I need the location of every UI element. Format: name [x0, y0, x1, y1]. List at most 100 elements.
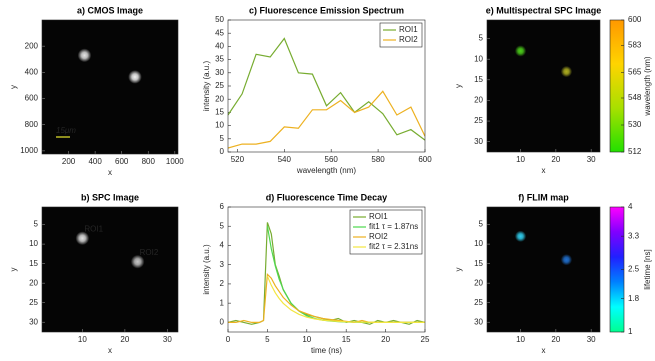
y-axis-label: intensity (a.u.)	[202, 61, 211, 112]
x-tick-label: 30	[587, 155, 596, 164]
y-tick-label: 30	[474, 317, 483, 326]
chart-title: d) Fluorescence Time Decay	[266, 192, 387, 202]
y-tick-label: 30	[215, 68, 224, 77]
y-tick-label: 30	[29, 317, 38, 326]
spot	[128, 70, 142, 84]
y-tick-label: 20	[29, 278, 38, 287]
y-axis-label: y	[454, 84, 463, 88]
colorbar-tick-label: 1	[628, 327, 633, 336]
y-tick-label: 20	[474, 278, 483, 287]
colorbar-tick-label: 3.3	[628, 231, 640, 240]
colorbar	[610, 20, 624, 152]
y-tick-label: 5	[220, 134, 225, 143]
x-tick-label: 30	[163, 335, 172, 344]
x-tick-label: 400	[88, 157, 102, 166]
y-tick-label: 15	[474, 259, 483, 268]
y-tick-label: 400	[25, 67, 39, 76]
x-axis-label: time (ns)	[311, 346, 342, 355]
x-tick-label: 800	[142, 157, 156, 166]
x-tick-label: 520	[231, 155, 245, 164]
x-axis-label: x	[542, 166, 546, 175]
y-tick-label: 0	[220, 147, 225, 156]
colorbar-tick-label: 4	[628, 202, 633, 211]
spot	[131, 255, 145, 269]
y-tick-label: 200	[25, 41, 39, 50]
x-axis-label: x	[542, 346, 546, 355]
x-tick-label: 0	[226, 335, 231, 344]
chart-title: f) FLIM map	[518, 192, 569, 202]
x-tick-label: 20	[120, 335, 129, 344]
y-axis-label: intensity (a.u.)	[202, 244, 211, 295]
y-tick-label: 600	[25, 94, 39, 103]
legend-label: ROI1	[399, 25, 418, 34]
y-tick-label: 1000	[20, 146, 38, 155]
spot	[561, 66, 572, 77]
y-tick-label: 2	[220, 279, 225, 288]
y-tick-label: 4	[220, 241, 225, 250]
chart-title: a) CMOS Image	[77, 5, 143, 15]
y-tick-label: 10	[474, 239, 483, 248]
scale-bar-label: 15μm	[56, 126, 76, 135]
y-tick-label: 25	[215, 81, 224, 90]
x-tick-label: 25	[421, 335, 430, 344]
spot-label: ROI1	[84, 224, 103, 233]
x-tick-label: 20	[551, 155, 560, 164]
legend-label: ROI1	[369, 212, 388, 221]
colorbar-label: wavelength (nm)	[643, 56, 652, 116]
y-tick-label: 5	[220, 221, 225, 230]
figure: a) CMOS Image200400600800100020040060080…	[0, 0, 655, 361]
x-axis-label: wavelength (nm)	[296, 166, 356, 175]
x-tick-label: 10	[516, 335, 525, 344]
y-tick-label: 15	[474, 75, 483, 84]
x-tick-label: 15	[342, 335, 351, 344]
y-tick-label: 20	[215, 94, 224, 103]
image-area	[42, 207, 178, 332]
colorbar-tick-label: 548	[628, 93, 642, 102]
legend-label: ROI2	[399, 35, 418, 44]
y-tick-label: 45	[215, 28, 224, 37]
y-axis-label: y	[9, 268, 18, 272]
y-tick-label: 50	[215, 15, 224, 24]
spot	[515, 45, 526, 56]
y-axis-label: y	[9, 85, 18, 89]
colorbar-tick-label: 530	[628, 120, 642, 129]
x-tick-label: 580	[371, 155, 385, 164]
x-tick-label: 1000	[166, 157, 184, 166]
image-area	[487, 20, 600, 152]
spot-label: ROI2	[140, 248, 159, 257]
y-tick-label: 5	[479, 34, 484, 43]
x-tick-label: 600	[115, 157, 129, 166]
legend-label: fit2 τ = 2.31ns	[369, 242, 418, 251]
y-tick-label: 25	[474, 298, 483, 307]
x-tick-label: 200	[62, 157, 76, 166]
x-axis-label: x	[108, 346, 112, 355]
chart-title: c) Fluorescence Emission Spectrum	[249, 5, 404, 15]
legend-label: fit1 τ = 1.87ns	[369, 222, 418, 231]
y-tick-label: 25	[29, 298, 38, 307]
y-tick-label: 5	[34, 220, 39, 229]
x-tick-label: 540	[278, 155, 292, 164]
y-tick-label: 30	[474, 137, 483, 146]
y-axis-label: y	[454, 268, 463, 272]
colorbar-tick-label: 583	[628, 41, 642, 50]
colorbar-tick-label: 2.5	[628, 265, 640, 274]
image-area	[487, 207, 600, 332]
y-tick-label: 5	[479, 220, 484, 229]
colorbar-tick-label: 565	[628, 68, 642, 77]
x-tick-label: 10	[516, 155, 525, 164]
chart-title: e) Multispectral SPC Image	[486, 5, 602, 15]
x-tick-label: 5	[265, 335, 270, 344]
spot	[561, 254, 572, 265]
y-tick-label: 35	[215, 55, 224, 64]
y-tick-label: 3	[220, 260, 225, 269]
y-tick-label: 1	[220, 298, 225, 307]
colorbar-tick-label: 1.8	[628, 294, 640, 303]
colorbar-label: lifetime [ns]	[643, 249, 652, 289]
y-tick-label: 20	[474, 96, 483, 105]
spot	[76, 231, 90, 245]
y-tick-label: 15	[29, 259, 38, 268]
y-tick-label: 10	[215, 121, 224, 130]
x-tick-label: 20	[381, 335, 390, 344]
y-tick-label: 0	[220, 317, 225, 326]
chart-title: b) SPC Image	[81, 192, 139, 202]
